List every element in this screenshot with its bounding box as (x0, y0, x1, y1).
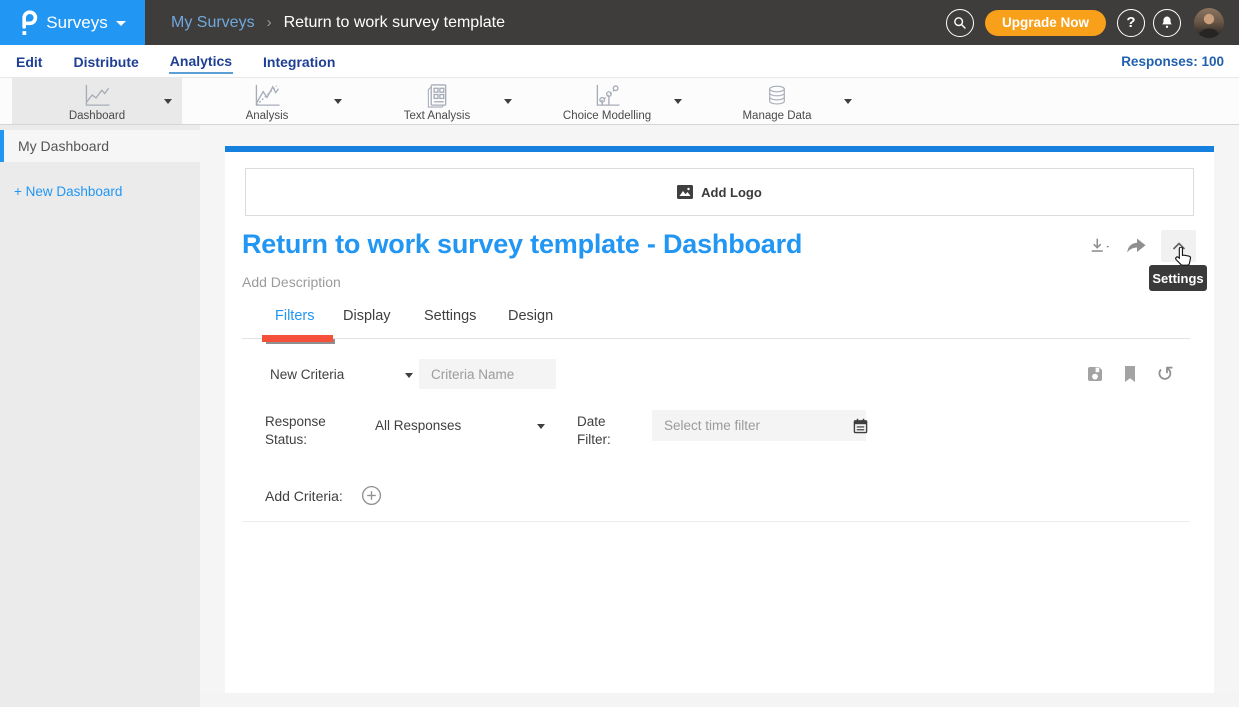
add-description-button[interactable]: Add Description (242, 274, 341, 290)
toolbar-text-analysis[interactable]: Text Analysis (352, 78, 522, 124)
product-name: Surveys (46, 12, 108, 32)
breadcrumb-current-survey: Return to work survey template (283, 13, 505, 31)
add-criteria-button[interactable] (361, 485, 382, 506)
page-title: Return to work survey template - Dashboa… (242, 229, 803, 259)
toolbar-text-analysis-label: Text Analysis (403, 110, 471, 122)
database-icon (764, 83, 790, 108)
module-nav: Edit Distribute Analytics Integration Re… (0, 45, 1239, 78)
tab-settings[interactable]: Settings (424, 308, 477, 324)
header-actions: Upgrade Now ? (945, 7, 1224, 38)
panel-divider (242, 521, 1190, 522)
breadcrumb: My Surveys › Return to work survey templ… (171, 14, 505, 32)
save-icon[interactable] (1086, 365, 1104, 383)
share-button[interactable] (1125, 237, 1147, 255)
toolbar-dashboard[interactable]: Dashboard (12, 78, 182, 124)
search-icon (952, 15, 968, 31)
chevron-down-icon (115, 21, 126, 26)
date-filter-label: Date Filter: (577, 414, 611, 447)
new-dashboard-button[interactable]: + New Dashboard (14, 184, 123, 199)
help-button[interactable]: ? (1117, 8, 1145, 37)
card-accent-bar (225, 146, 1214, 152)
filter-action-icons: ↺ (1086, 362, 1174, 386)
choice-modelling-icon (592, 83, 622, 108)
dashboard-sidebar: My Dashboard + New Dashboard (0, 125, 200, 707)
date-filter-field (652, 410, 868, 441)
sidebar-item-my-dashboard[interactable]: My Dashboard (0, 130, 200, 162)
response-status-value: All Responses (375, 418, 462, 433)
notifications-button[interactable] (1153, 8, 1181, 37)
reset-icon[interactable]: ↺ (1156, 362, 1174, 386)
dashboard-dropdown-caret[interactable] (164, 99, 172, 104)
nav-distribute[interactable]: Distribute (73, 54, 139, 70)
analytics-toolbar: Dashboard Analysis (0, 78, 1239, 125)
tabs-divider (242, 338, 1190, 339)
proprofs-logo-icon (19, 9, 38, 36)
nav-edit[interactable]: Edit (16, 54, 43, 70)
tab-design[interactable]: Design (508, 308, 554, 324)
nav-integration[interactable]: Integration (263, 54, 336, 70)
breadcrumb-separator: › (266, 14, 272, 31)
dashboard-chart-icon (81, 83, 113, 108)
add-criteria-label: Add Criteria: (265, 488, 343, 504)
text-analysis-dropdown-caret[interactable] (504, 99, 512, 104)
date-filter-input[interactable] (652, 410, 853, 441)
manage-data-dropdown-caret[interactable] (844, 99, 852, 104)
bell-icon (1160, 15, 1174, 30)
user-avatar[interactable] (1194, 7, 1224, 38)
bottom-background (200, 693, 1239, 707)
response-status-label: Response Status: (265, 414, 326, 447)
active-tab-underline (262, 335, 333, 342)
analysis-dropdown-caret[interactable] (334, 99, 342, 104)
nav-analytics[interactable]: Analytics (168, 48, 234, 74)
download-button[interactable] (1089, 236, 1111, 256)
calendar-icon[interactable] (853, 418, 868, 434)
help-icon: ? (1126, 14, 1136, 31)
criteria-name-input[interactable] (419, 359, 556, 389)
top-header: Surveys My Surveys › Return to work surv… (0, 0, 1239, 45)
responses-count: Responses: 100 (1121, 53, 1224, 69)
search-button[interactable] (945, 8, 974, 37)
criteria-type-dropdown[interactable]: New Criteria (270, 366, 413, 384)
product-switcher[interactable]: Surveys (0, 0, 145, 45)
toolbar-manage-data[interactable]: Manage Data (692, 78, 862, 124)
toolbar-analysis[interactable]: Analysis (182, 78, 352, 124)
bookmark-icon[interactable] (1123, 365, 1137, 383)
breadcrumb-my-surveys[interactable]: My Surveys (171, 13, 255, 31)
card-action-icons (1089, 230, 1196, 262)
upgrade-now-button[interactable]: Upgrade Now (984, 9, 1106, 36)
toolbar-choice-modelling-label: Choice Modelling (562, 110, 652, 122)
dashboard-card: Add Logo Return to work survey template … (225, 146, 1214, 693)
toolbar-choice-modelling[interactable]: Choice Modelling (522, 78, 692, 124)
chevron-down-icon (405, 372, 413, 378)
image-icon (677, 185, 694, 199)
hand-cursor-icon (1174, 246, 1192, 273)
settings-tooltip: Settings (1149, 265, 1207, 291)
add-logo-label: Add Logo (701, 184, 762, 200)
criteria-type-value: New Criteria (270, 367, 345, 382)
analysis-chart-icon (251, 83, 283, 108)
toolbar-dashboard-label: Dashboard (68, 110, 126, 122)
toolbar-analysis-label: Analysis (245, 110, 289, 122)
response-status-dropdown[interactable]: All Responses (375, 417, 545, 435)
add-logo-button[interactable]: Add Logo (245, 168, 1194, 216)
tab-filters[interactable]: Filters (275, 308, 315, 324)
toolbar-manage-data-label: Manage Data (742, 110, 812, 122)
tab-display[interactable]: Display (343, 308, 391, 324)
chevron-down-icon (537, 423, 545, 429)
text-analysis-icon (423, 83, 451, 108)
choice-modelling-dropdown-caret[interactable] (674, 99, 682, 104)
